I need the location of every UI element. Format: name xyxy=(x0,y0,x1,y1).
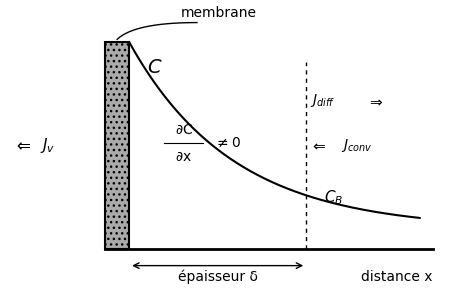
Text: $J_{diff}$: $J_{diff}$ xyxy=(310,92,336,109)
Text: membrane: membrane xyxy=(181,6,257,20)
Bar xyxy=(105,42,129,249)
Text: épaisseur δ: épaisseur δ xyxy=(177,269,258,284)
Text: $\Leftarrow$: $\Leftarrow$ xyxy=(14,136,32,155)
Text: distance x: distance x xyxy=(361,270,433,284)
Text: $\Leftarrow$: $\Leftarrow$ xyxy=(310,138,327,153)
Text: $\Rightarrow$: $\Rightarrow$ xyxy=(367,93,384,108)
Text: $\partial$x: $\partial$x xyxy=(175,150,192,164)
Text: $C_B$: $C_B$ xyxy=(324,189,343,207)
Text: $J_{conv}$: $J_{conv}$ xyxy=(341,137,373,154)
Text: $C$: $C$ xyxy=(147,58,162,77)
Text: $\neq 0$: $\neq 0$ xyxy=(214,136,241,150)
Text: $J_v$: $J_v$ xyxy=(40,136,55,155)
Text: $\partial$C: $\partial$C xyxy=(175,123,193,137)
